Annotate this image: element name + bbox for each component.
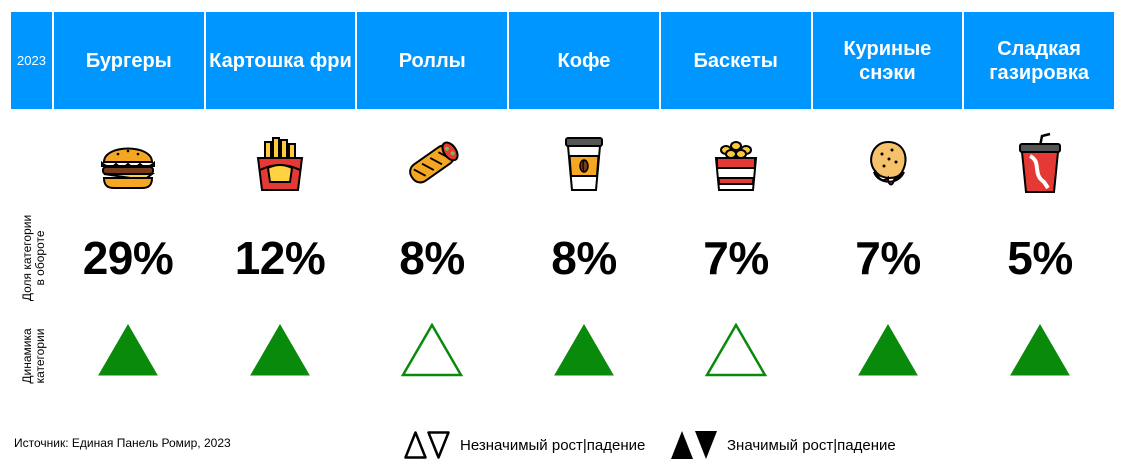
legend-not-significant-label: Незначимый рост|падение — [460, 436, 646, 454]
share-value: 12% — [234, 232, 326, 284]
soda-cup-icon — [1019, 132, 1061, 193]
header-sweet-soda: Сладкая газировка — [964, 12, 1114, 109]
coffee-cup-icon — [565, 137, 603, 191]
fries-icon — [256, 137, 304, 191]
header-rolls: Роллы — [357, 12, 508, 109]
not-significant-growth-triangle — [401, 323, 463, 377]
dynamics-row — [53, 318, 1115, 382]
share-value: 8% — [551, 232, 617, 284]
header-fries: Картошка фри — [205, 12, 356, 109]
icons-row — [53, 126, 1115, 202]
header-baskets: Баскеты — [660, 12, 811, 109]
table-header: 2023 Бургеры Картошка фри Роллы Кофе Бас… — [11, 12, 1114, 109]
row-label-dynamics: Динамика категории — [20, 328, 47, 384]
burger-icon — [101, 147, 155, 189]
significant-growth-triangle — [858, 324, 918, 376]
filled-triangles-icon — [671, 431, 717, 459]
share-value: 8% — [399, 232, 465, 284]
significant-growth-triangle — [250, 324, 310, 376]
shares-row: 29% 12% 8% 8% 7% 7% 5% — [53, 222, 1115, 294]
significant-growth-triangle — [554, 324, 614, 376]
header-coffee: Кофе — [509, 12, 659, 109]
header-chicken-snacks: Куриные снэки — [812, 12, 963, 109]
legend-significant: Значимый рост|падение — [671, 431, 896, 459]
year-cell: 2023 — [11, 12, 52, 109]
header-burgers: Бургеры — [53, 12, 204, 109]
share-value: 29% — [82, 232, 174, 284]
basket-icon — [714, 141, 758, 191]
share-value: 7% — [703, 232, 769, 284]
significant-growth-triangle — [98, 324, 158, 376]
row-label-share: Доля категории в обороте — [20, 214, 47, 302]
legend-significant-label: Значимый рост|падение — [727, 436, 896, 454]
wrap-roll-icon — [409, 141, 459, 184]
share-value: 7% — [855, 232, 921, 284]
legend-not-significant: Незначимый рост|падение — [404, 431, 645, 459]
chicken-nugget-icon — [870, 140, 907, 186]
share-value: 5% — [1007, 232, 1073, 284]
source-note: Источник: Единая Панель Ромир, 2023 — [14, 436, 231, 450]
not-significant-growth-triangle — [705, 323, 767, 377]
significant-growth-triangle — [1010, 324, 1070, 376]
hollow-triangles-icon — [404, 431, 450, 459]
